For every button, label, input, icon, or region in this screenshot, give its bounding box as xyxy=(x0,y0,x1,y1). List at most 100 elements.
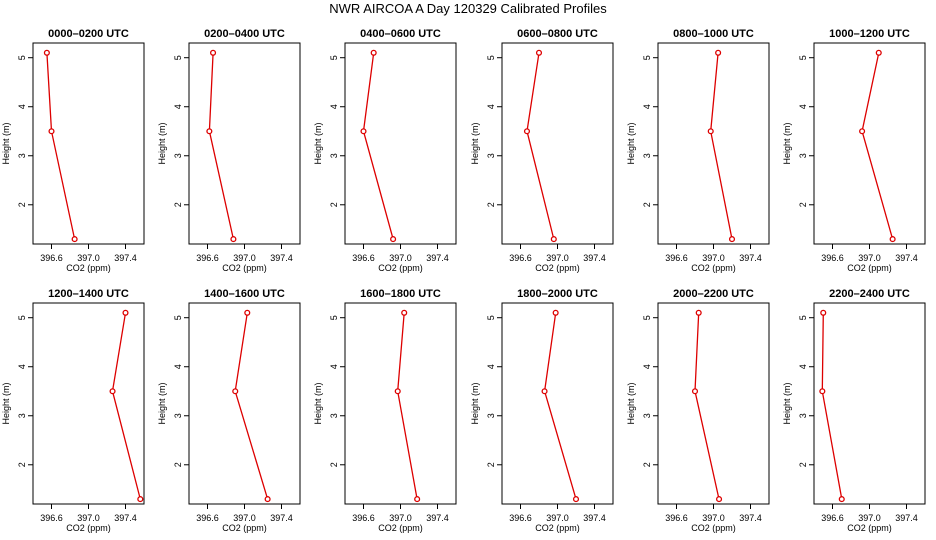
y-tick-label: 4 xyxy=(173,364,183,369)
y-tick-label: 4 xyxy=(798,364,808,369)
x-axis-label: CO2 (ppm) xyxy=(378,523,423,533)
data-point xyxy=(401,309,408,316)
data-point xyxy=(859,128,866,135)
y-tick-label: 4 xyxy=(329,364,339,369)
y-axis-label: Height (m) xyxy=(626,382,636,424)
y-tick-label: 5 xyxy=(17,55,27,60)
data-point xyxy=(715,496,723,503)
data-point xyxy=(838,496,845,503)
y-tick-label: 2 xyxy=(642,202,652,207)
x-axis-label: CO2 (ppm) xyxy=(535,263,580,273)
panel-title: 0400–0600 UTC xyxy=(360,28,441,40)
y-tick-label: 3 xyxy=(486,153,496,158)
y-tick-label: 3 xyxy=(798,413,808,418)
y-tick-label: 5 xyxy=(798,55,808,60)
panel-title: 0800–1000 UTC xyxy=(673,28,754,40)
y-tick-label: 2 xyxy=(17,462,27,467)
x-tick-label: 396.6 xyxy=(40,513,63,523)
x-tick-label: 397.4 xyxy=(114,513,137,523)
panel-title: 1000–1200 UTC xyxy=(829,28,910,40)
profile-panel: 1600–1800 UTC 396.6 397.0 397.4 2 3 4 5 CO2 (ppm… xyxy=(313,288,457,533)
y-axis-label: Height (m) xyxy=(157,382,167,424)
x-axis-label: CO2 (ppm) xyxy=(66,263,111,273)
plot-frame xyxy=(188,42,301,245)
panel-title: 0600–0800 UTC xyxy=(517,28,598,40)
profile-line xyxy=(861,52,894,240)
x-tick-label: 396.6 xyxy=(40,253,63,263)
data-point xyxy=(820,309,827,316)
panel-title: 0200–0400 UTC xyxy=(204,28,285,40)
y-tick-label: 2 xyxy=(798,202,808,207)
x-tick-label: 396.6 xyxy=(352,253,375,263)
profile-line xyxy=(526,52,555,240)
x-axis-label: CO2 (ppm) xyxy=(66,523,111,533)
y-tick-label: 3 xyxy=(329,153,339,158)
data-point xyxy=(715,49,722,56)
profile-panel: 1400–1600 UTC 396.6 397.0 397.4 2 3 4 5 CO2 (ppm… xyxy=(157,288,301,533)
y-tick-label: 3 xyxy=(642,153,652,158)
x-axis-label: CO2 (ppm) xyxy=(847,263,892,273)
data-point xyxy=(264,496,271,503)
y-tick-label: 4 xyxy=(17,104,27,109)
profile-panel: 2000–2200 UTC 396.6 397.0 397.4 2 3 4 5 CO2 (ppm… xyxy=(626,288,770,533)
y-axis-label: Height (m) xyxy=(626,122,636,164)
data-point xyxy=(572,496,580,503)
profile-line xyxy=(694,312,720,500)
data-point xyxy=(535,49,543,56)
data-point xyxy=(875,49,882,56)
y-tick-label: 3 xyxy=(17,153,27,158)
y-tick-label: 5 xyxy=(798,315,808,320)
panel-title: 0000–0200 UTC xyxy=(48,28,129,40)
x-tick-label: 396.6 xyxy=(821,253,844,263)
y-tick-label: 2 xyxy=(642,462,652,467)
y-tick-label: 2 xyxy=(329,462,339,467)
y-tick-label: 5 xyxy=(17,315,27,320)
panel-title: 1200–1400 UTC xyxy=(48,288,129,300)
y-tick-label: 5 xyxy=(329,55,339,60)
data-point xyxy=(728,236,736,243)
y-axis-label: Height (m) xyxy=(782,122,792,164)
x-axis-label: CO2 (ppm) xyxy=(378,263,423,273)
x-axis-label: CO2 (ppm) xyxy=(222,523,267,533)
x-tick-label: 397.0 xyxy=(77,253,100,263)
data-point xyxy=(695,309,702,316)
x-tick-label: 396.6 xyxy=(509,253,532,263)
plot-frame xyxy=(32,302,145,505)
page-title: NWR AIRCOA A Day 120329 Calibrated Profi… xyxy=(329,1,607,16)
profile-line xyxy=(111,312,141,500)
y-tick-label: 3 xyxy=(329,413,339,418)
y-axis-label: Height (m) xyxy=(1,122,11,164)
y-axis-label: Height (m) xyxy=(313,382,323,424)
data-point xyxy=(48,128,55,135)
x-tick-label: 397.4 xyxy=(739,513,762,523)
data-point xyxy=(71,236,78,243)
x-tick-label: 397.0 xyxy=(546,513,569,523)
profile-line xyxy=(208,52,235,240)
y-tick-label: 5 xyxy=(173,315,183,320)
profile-panel: 2200–2400 UTC 396.6 397.0 397.4 2 3 4 5 CO2 (ppm… xyxy=(782,288,926,533)
x-tick-label: 397.0 xyxy=(858,253,881,263)
data-point xyxy=(230,236,237,243)
x-tick-label: 397.0 xyxy=(233,513,256,523)
data-point xyxy=(122,309,129,316)
data-point xyxy=(691,388,699,395)
x-tick-label: 397.0 xyxy=(702,513,725,523)
profile-panel: 0600–0800 UTC 396.6 397.0 397.4 2 3 4 5 CO2 (ppm… xyxy=(470,28,614,273)
x-tick-label: 397.4 xyxy=(739,253,762,263)
y-tick-label: 5 xyxy=(486,315,496,320)
profile-line xyxy=(710,52,733,240)
x-axis-label: CO2 (ppm) xyxy=(691,523,736,533)
x-tick-label: 397.0 xyxy=(858,513,881,523)
y-axis-label: Height (m) xyxy=(157,122,167,164)
y-tick-label: 4 xyxy=(486,364,496,369)
plot-frame xyxy=(813,42,926,245)
x-tick-label: 396.6 xyxy=(665,253,688,263)
data-point xyxy=(707,128,714,135)
x-tick-label: 396.6 xyxy=(509,513,532,523)
profile-line xyxy=(234,312,269,500)
x-tick-label: 397.0 xyxy=(77,513,100,523)
x-tick-label: 396.6 xyxy=(665,513,688,523)
data-point xyxy=(819,388,826,395)
data-point xyxy=(109,388,116,395)
